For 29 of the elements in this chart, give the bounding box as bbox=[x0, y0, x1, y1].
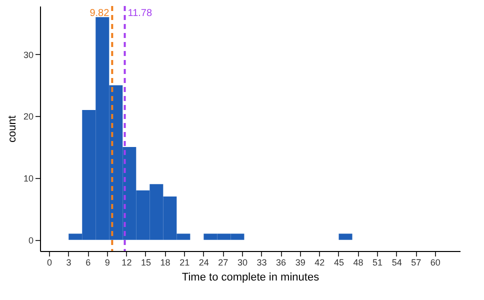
x-tick-label: 27 bbox=[218, 258, 228, 268]
x-tick-label: 6 bbox=[86, 258, 91, 268]
x-tick-label: 54 bbox=[392, 258, 402, 268]
x-tick-label: 0 bbox=[46, 258, 52, 268]
x-tick-label: 42 bbox=[314, 258, 325, 268]
ref-line-label: 9.82 bbox=[90, 8, 110, 19]
y-axis-title: count bbox=[6, 116, 18, 142]
x-tick-label: 30 bbox=[237, 258, 248, 268]
x-tick-label: 21 bbox=[180, 258, 190, 268]
x-tick-label: 9 bbox=[104, 258, 110, 268]
y-tick-label: 20 bbox=[23, 112, 34, 122]
y-tick-label: 30 bbox=[23, 50, 34, 60]
x-tick-label: 48 bbox=[353, 258, 364, 268]
x-tick-label: 45 bbox=[334, 258, 344, 268]
x-tick-label: 12 bbox=[122, 258, 132, 268]
x-tick-label: 39 bbox=[295, 258, 306, 268]
x-tick-label: 15 bbox=[140, 258, 151, 268]
x-tick-label: 3 bbox=[66, 258, 72, 268]
x-tick-label: 60 bbox=[430, 258, 440, 268]
x-tick-label: 24 bbox=[198, 258, 209, 268]
x-tick-label: 57 bbox=[411, 258, 422, 268]
x-tick-label: 36 bbox=[276, 258, 286, 268]
x-tick-label: 51 bbox=[372, 258, 383, 268]
y-tick-label: 10 bbox=[23, 173, 34, 184]
x-tick-label: 33 bbox=[256, 258, 267, 268]
ref-line-label: 11.78 bbox=[128, 8, 152, 19]
x-axis-title: Time to complete in minutes bbox=[182, 272, 320, 284]
y-tick-label: 0 bbox=[28, 235, 34, 246]
x-tick-label: 18 bbox=[160, 258, 170, 268]
